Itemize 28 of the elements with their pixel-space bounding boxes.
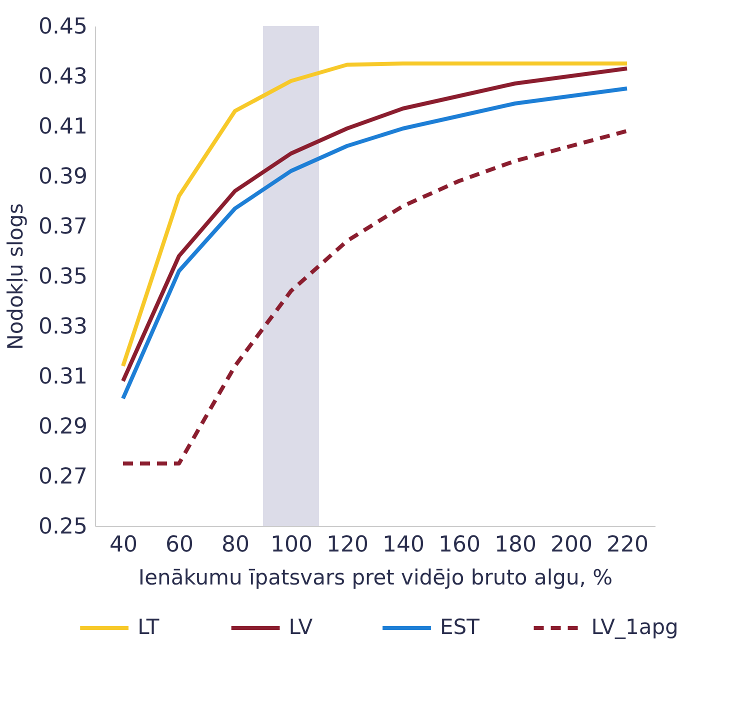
y-tick-label: 0.39 xyxy=(38,164,88,190)
x-tick-label: 120 xyxy=(326,532,368,558)
x-tick-label: 220 xyxy=(606,532,648,558)
x-axis-title: Ienākumu īpatsvars pret vidējo bruto algu, % xyxy=(138,566,613,590)
y-tick-label: 0.27 xyxy=(38,464,88,490)
y-tick-label: 0.31 xyxy=(38,364,88,390)
x-tick-label: 200 xyxy=(550,532,592,558)
legend-label: LV_1apg xyxy=(591,615,678,639)
y-axis-title: Nodokļu slogs xyxy=(4,203,28,350)
y-tick-label: 0.43 xyxy=(38,64,88,90)
y-tick-label: 0.29 xyxy=(38,414,88,440)
legend-label: EST xyxy=(440,615,480,639)
x-tick-label: 40 xyxy=(110,532,138,558)
x-tick-label: 140 xyxy=(382,532,424,558)
x-tick-label: 60 xyxy=(166,532,194,558)
x-tick-label: 180 xyxy=(494,532,536,558)
y-tick-label: 0.35 xyxy=(38,264,88,290)
x-tick-label: 80 xyxy=(222,532,250,558)
line-series xyxy=(121,129,629,466)
y-tick-label: 0.45 xyxy=(38,14,88,40)
y-tick-label: 0.37 xyxy=(38,214,88,240)
y-tick-label: 0.33 xyxy=(38,314,88,340)
y-tick-label: 0.25 xyxy=(38,514,88,540)
legend-label: LT xyxy=(138,615,160,639)
x-tick-label: 100 xyxy=(270,532,312,558)
x-tick-label: 160 xyxy=(438,532,480,558)
y-tick-label: 0.41 xyxy=(38,114,88,140)
legend-label: LV xyxy=(288,615,314,639)
